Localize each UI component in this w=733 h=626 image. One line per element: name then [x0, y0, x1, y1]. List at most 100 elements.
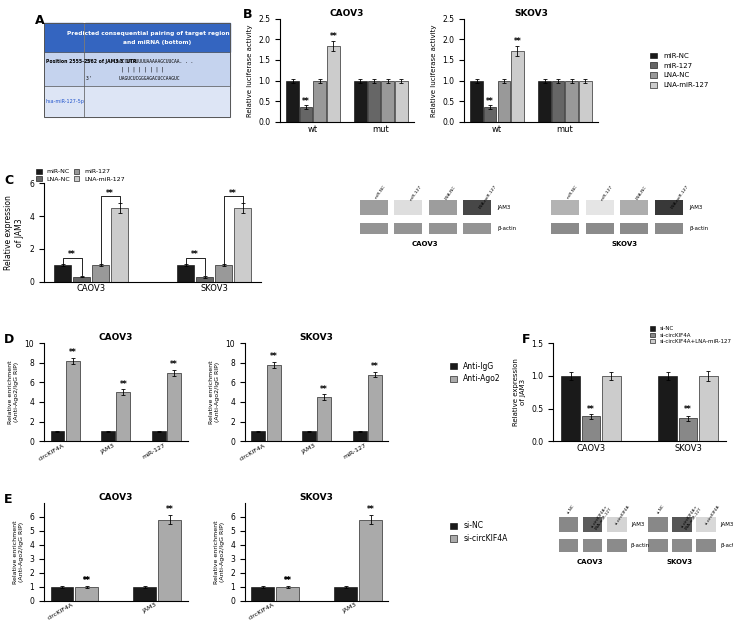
Bar — [354, 81, 366, 122]
Bar — [607, 516, 627, 532]
Legend: Anti-IgG, Anti-Ago2: Anti-IgG, Anti-Ago2 — [449, 362, 501, 384]
Text: **: ** — [270, 352, 278, 361]
Bar — [360, 200, 388, 215]
Bar — [314, 81, 326, 122]
Bar — [551, 200, 579, 215]
Y-axis label: Relative enrichment
(Anti-Ago2/IgG RIP): Relative enrichment (Anti-Ago2/IgG RIP) — [209, 361, 220, 424]
Text: JAM3: JAM3 — [498, 205, 511, 210]
Bar — [85, 23, 229, 52]
Bar — [368, 374, 382, 441]
Text: si-NC: si-NC — [567, 504, 575, 515]
Text: Position 2555-2562 of JAM3 3' UTR: Position 2555-2562 of JAM3 3' UTR — [46, 59, 136, 64]
Text: β-actin: β-actin — [689, 226, 708, 231]
Bar — [276, 587, 299, 601]
Bar — [92, 265, 109, 282]
Title: SKOV3: SKOV3 — [514, 9, 548, 18]
Bar — [267, 365, 281, 441]
Text: **: ** — [229, 188, 237, 198]
Text: **: ** — [284, 577, 292, 585]
Bar — [360, 223, 388, 234]
Text: **: ** — [83, 577, 91, 585]
Text: **: ** — [106, 188, 114, 198]
Bar — [655, 200, 683, 215]
Bar — [579, 81, 592, 122]
Bar — [234, 208, 251, 282]
Text: LNA-NC: LNA-NC — [636, 185, 648, 200]
Title: SKOV3: SKOV3 — [300, 493, 334, 502]
Bar — [177, 265, 194, 282]
Bar — [583, 516, 603, 532]
Text: hsa-miR-127-5p: hsa-miR-127-5p — [46, 99, 85, 104]
Bar — [471, 81, 483, 122]
Bar — [696, 539, 716, 552]
Text: **: ** — [587, 406, 595, 414]
Text: JAM3: JAM3 — [631, 522, 644, 527]
Bar — [73, 277, 90, 282]
Text: si-NC: si-NC — [656, 504, 666, 515]
Bar — [559, 539, 578, 552]
Bar — [484, 108, 496, 122]
Bar — [51, 431, 65, 441]
Bar — [511, 51, 523, 122]
Bar — [620, 223, 648, 234]
Bar — [196, 277, 213, 282]
Bar — [167, 372, 181, 441]
Text: JAM3: JAM3 — [721, 522, 733, 527]
Text: **: ** — [119, 380, 128, 389]
Bar — [300, 108, 312, 122]
Bar — [44, 87, 229, 116]
Bar — [359, 520, 382, 601]
Bar — [158, 520, 181, 601]
Text: β-actin: β-actin — [631, 543, 650, 548]
Text: **: ** — [166, 505, 174, 514]
Bar — [117, 392, 130, 441]
Text: **: ** — [371, 362, 379, 371]
Text: B: B — [243, 9, 252, 21]
Text: **: ** — [83, 575, 91, 585]
Bar — [498, 81, 510, 122]
Text: LNA-miR-127: LNA-miR-127 — [670, 185, 689, 210]
Y-axis label: Relative expression
of JAM3: Relative expression of JAM3 — [4, 195, 24, 270]
Text: β-actin: β-actin — [498, 226, 517, 231]
Text: JAM3: JAM3 — [689, 205, 703, 210]
Bar — [394, 200, 422, 215]
Bar — [66, 361, 80, 441]
Bar — [565, 81, 578, 122]
Text: SKOV3: SKOV3 — [611, 241, 638, 247]
Y-axis label: Relative expression
of JAM3: Relative expression of JAM3 — [513, 358, 526, 426]
Bar — [607, 539, 627, 552]
Legend: si-NC, si-circKIF4A: si-NC, si-circKIF4A — [449, 521, 508, 543]
Bar — [334, 587, 357, 601]
Text: **: ** — [302, 96, 310, 106]
Text: **: ** — [69, 349, 76, 357]
Text: si-circKIF4A+
LNA-miR-127: si-circKIF4A+ LNA-miR-127 — [680, 504, 702, 531]
Bar — [101, 431, 115, 441]
Y-axis label: Relative luciferase activity: Relative luciferase activity — [431, 24, 437, 116]
Text: C: C — [5, 173, 14, 187]
Bar — [655, 223, 683, 234]
Text: **: ** — [68, 250, 76, 259]
Text: miR-NC: miR-NC — [566, 185, 578, 200]
Text: | | | | | | | |: | | | | | | | | — [121, 66, 164, 72]
Bar — [463, 223, 491, 234]
Text: A: A — [34, 14, 44, 27]
Text: LNA-NC: LNA-NC — [443, 185, 457, 200]
Bar — [44, 53, 229, 86]
Title: CAOV3: CAOV3 — [330, 9, 364, 18]
Bar — [586, 200, 614, 215]
Bar — [75, 587, 98, 601]
Bar — [111, 208, 128, 282]
Text: **: ** — [320, 385, 328, 394]
Text: Predicted consequential pairing of target region (top): Predicted consequential pairing of targe… — [67, 31, 248, 36]
Bar — [696, 516, 716, 532]
Bar — [583, 539, 603, 552]
Bar — [429, 223, 457, 234]
Bar — [251, 587, 274, 601]
Text: D: D — [4, 333, 14, 346]
Text: F: F — [523, 333, 531, 346]
Bar — [658, 376, 677, 441]
Bar — [463, 200, 491, 215]
Text: **: ** — [514, 38, 521, 46]
Y-axis label: Relative enrichment
(Anti-Ago2/IgG RIP): Relative enrichment (Anti-Ago2/IgG RIP) — [214, 520, 225, 583]
Bar — [559, 516, 578, 532]
